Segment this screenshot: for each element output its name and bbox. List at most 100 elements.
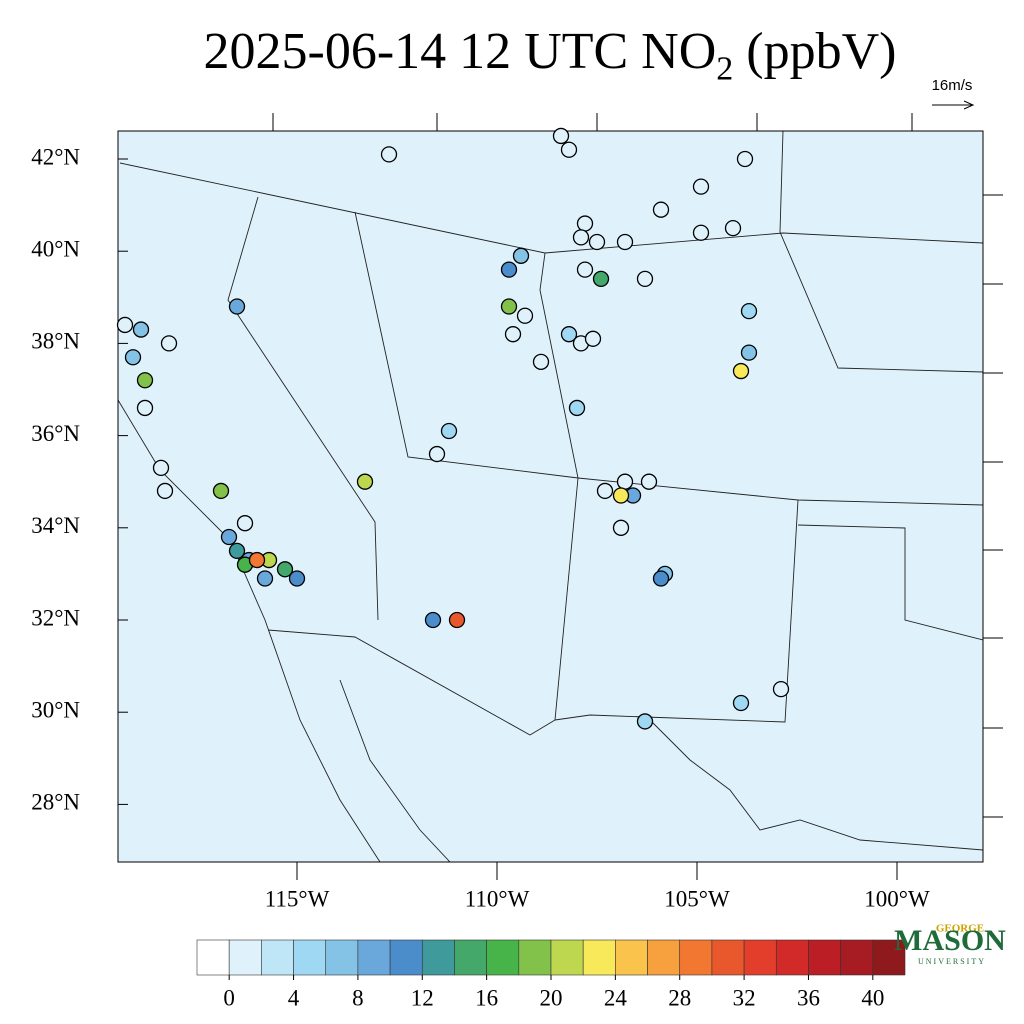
colorbar-box bbox=[454, 939, 487, 976]
colorbar-tick-label: 16 bbox=[475, 985, 498, 1010]
station bbox=[640, 473, 658, 490]
station bbox=[576, 215, 594, 232]
station bbox=[428, 445, 446, 463]
lat-tick-label: 38°N bbox=[31, 329, 80, 354]
station bbox=[424, 611, 442, 629]
colorbar-box bbox=[389, 939, 423, 976]
station bbox=[616, 473, 634, 490]
colorbar-box bbox=[228, 939, 262, 976]
station bbox=[136, 372, 154, 389]
station bbox=[652, 570, 670, 587]
map-background bbox=[118, 131, 983, 862]
colorbar-tick-label: 4 bbox=[288, 985, 300, 1010]
colorbar-box bbox=[518, 939, 552, 976]
lon-tick-label: 105°W bbox=[664, 886, 730, 911]
station bbox=[616, 233, 634, 251]
colorbar-tick-label: 36 bbox=[797, 985, 820, 1010]
station bbox=[612, 519, 630, 536]
colorbar-box bbox=[550, 939, 584, 976]
station bbox=[652, 201, 670, 218]
station bbox=[152, 459, 170, 477]
station bbox=[160, 335, 178, 352]
station bbox=[448, 611, 466, 629]
colorbar-box bbox=[679, 939, 713, 976]
station bbox=[116, 316, 134, 334]
station bbox=[772, 681, 790, 698]
station bbox=[276, 561, 294, 578]
station bbox=[288, 570, 306, 587]
colorbar-box bbox=[615, 939, 648, 976]
colorbar-box bbox=[775, 939, 809, 976]
station bbox=[588, 233, 606, 251]
wind-reference-label: 16m/s bbox=[932, 77, 973, 94]
station bbox=[136, 399, 154, 417]
station bbox=[584, 330, 602, 347]
colorbar-box bbox=[711, 939, 745, 976]
station bbox=[612, 487, 630, 504]
lat-tick-label: 28°N bbox=[31, 790, 80, 815]
colorbar-tick-label: 20 bbox=[540, 985, 563, 1010]
station bbox=[256, 570, 274, 587]
station bbox=[692, 224, 710, 241]
colorbar-box bbox=[743, 939, 777, 976]
station bbox=[356, 473, 374, 490]
map-frame bbox=[117, 130, 984, 863]
station bbox=[516, 307, 534, 324]
station bbox=[504, 326, 522, 343]
station bbox=[636, 270, 654, 288]
lat-tick-label: 36°N bbox=[31, 421, 80, 446]
station bbox=[380, 146, 398, 163]
logo-top: GEORGE bbox=[936, 923, 984, 935]
station bbox=[156, 482, 174, 500]
title-main: 2025-06-14 12 UTC NO bbox=[203, 23, 717, 80]
station bbox=[228, 542, 246, 559]
colorbar-tick-label: 8 bbox=[352, 985, 364, 1010]
lon-tick-label: 100°W bbox=[864, 886, 930, 911]
station bbox=[736, 150, 754, 168]
colorbar-tick-label: 28 bbox=[668, 985, 691, 1010]
title: 2025-06-14 12 UTC NO2 (ppbV) bbox=[0, 22, 1024, 99]
station bbox=[740, 344, 758, 361]
frame-ticks bbox=[272, 113, 1003, 818]
lat-tick-label: 42°N bbox=[31, 144, 80, 169]
station bbox=[732, 362, 750, 380]
colorbar-box bbox=[582, 939, 616, 976]
station bbox=[740, 302, 758, 320]
colorbar-tick-label: 12 bbox=[411, 985, 434, 1010]
station bbox=[560, 326, 578, 343]
colorbar-box bbox=[486, 939, 520, 976]
colorbar-box bbox=[293, 939, 327, 976]
station bbox=[692, 178, 710, 195]
wind-reference-arrow bbox=[932, 100, 975, 110]
title-subscript: 2 bbox=[716, 50, 734, 88]
colorbar-tick-label: 24 bbox=[604, 985, 628, 1010]
station bbox=[228, 298, 246, 315]
colorbar-tick-label: 0 bbox=[223, 985, 235, 1010]
colorbar-box bbox=[840, 939, 874, 976]
lon-tick-label: 110°W bbox=[465, 886, 530, 911]
station bbox=[592, 270, 610, 288]
lon-tick-label: 115°W bbox=[265, 886, 330, 911]
station bbox=[576, 261, 594, 278]
colorbar-box bbox=[325, 939, 359, 976]
colorbar-box bbox=[872, 939, 906, 976]
station bbox=[220, 528, 238, 546]
station bbox=[500, 261, 518, 278]
lat-tick-label: 40°N bbox=[31, 236, 80, 261]
colorbar-box bbox=[261, 939, 294, 976]
colorbar-box bbox=[357, 939, 391, 976]
colorbar-box bbox=[196, 939, 230, 976]
station bbox=[596, 482, 614, 500]
station bbox=[236, 515, 254, 532]
station bbox=[636, 713, 654, 730]
station bbox=[212, 482, 230, 500]
logo-bottom: UNIVERSITY bbox=[918, 957, 986, 966]
colorbar-box bbox=[421, 939, 455, 976]
station bbox=[552, 127, 570, 145]
title-unit: (ppbV) bbox=[746, 23, 897, 80]
station bbox=[124, 349, 142, 366]
colorbar-box bbox=[647, 939, 681, 976]
station bbox=[512, 247, 530, 264]
